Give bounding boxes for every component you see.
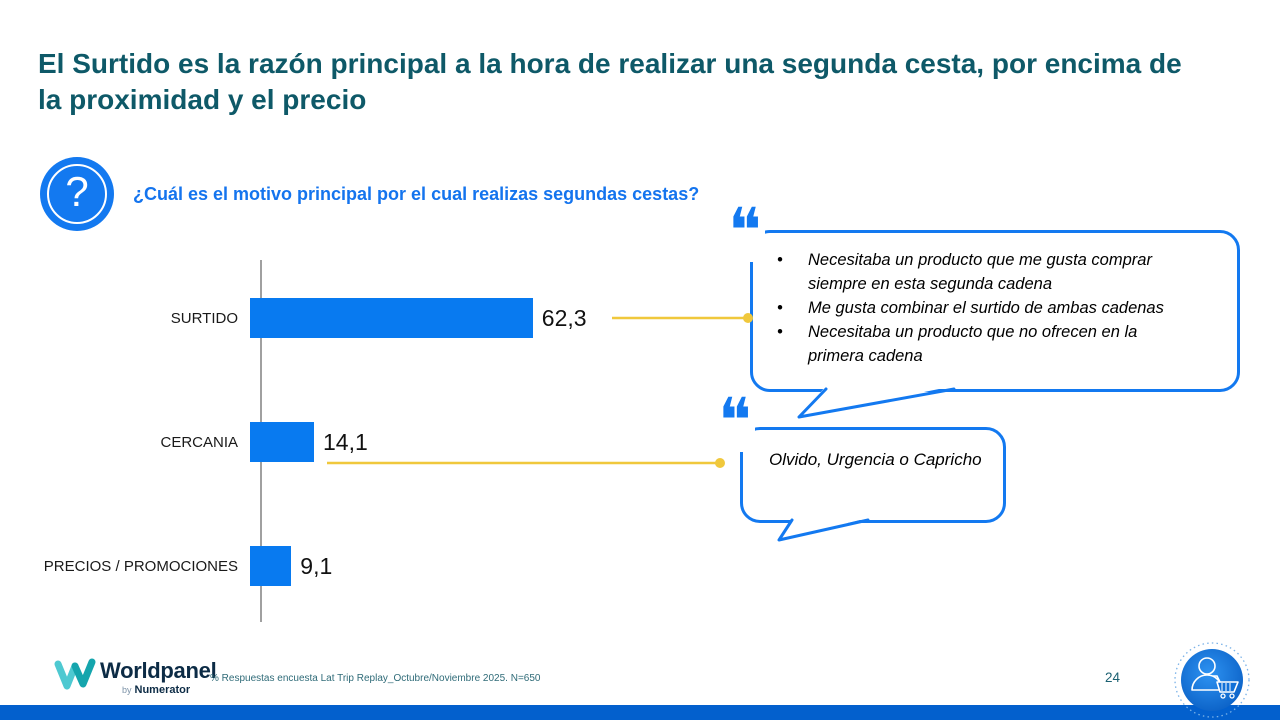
logo-sub-text: by Numerator xyxy=(122,684,190,696)
quote-icon: ❝ xyxy=(714,390,756,452)
callout-surtido: Necesitaba un producto que me gusta comp… xyxy=(750,230,1240,392)
quote-icon: ❝ xyxy=(724,200,766,262)
callout-bullet-list: Necesitaba un producto que me gusta comp… xyxy=(775,248,1219,368)
bullet-item: Necesitaba un producto que no ofrecen en… xyxy=(775,320,1170,368)
bar-row-cercania: CERCANIA 14,1 xyxy=(0,422,368,462)
bar-label: CERCANIA xyxy=(160,433,238,451)
bar xyxy=(250,298,533,338)
logo-by-text: by xyxy=(122,685,132,695)
bar-value: 14,1 xyxy=(323,428,368,455)
source-footnote: % Respuestas encuesta Lat Trip Replay_Oc… xyxy=(210,673,541,684)
logo-numerator-text: Numerator xyxy=(134,684,191,696)
bar-row-surtido: SURTIDO 62,3 xyxy=(0,298,587,338)
worldpanel-logo: Worldpanel by Numerator xyxy=(52,656,252,708)
connector-dot-cercania xyxy=(715,458,725,468)
question-icon: ? xyxy=(40,157,114,231)
bar-value: 9,1 xyxy=(300,552,333,579)
question-mark-glyph: ? xyxy=(65,168,89,215)
callout-tail-border xyxy=(777,518,870,542)
page-number: 24 xyxy=(1105,670,1121,685)
callout-text: Olvido, Urgencia o Capricho xyxy=(769,450,982,469)
bar-row-precios: PRECIOS / PROMOCIONES 9,1 xyxy=(0,546,332,586)
question-text: ¿Cuál es el motivo principal por el cual… xyxy=(133,184,700,204)
bullet-item: Me gusta combinar el surtido de ambas ca… xyxy=(775,296,1170,320)
bullet-item: Necesitaba un producto que me gusta comp… xyxy=(775,248,1170,296)
callout-cercania: Olvido, Urgencia o Capricho xyxy=(740,427,1006,523)
logo-w-icon xyxy=(54,658,96,690)
bar-value: 62,3 xyxy=(541,304,587,331)
shopper-cart-icon xyxy=(1174,642,1250,718)
question-icon-ring xyxy=(47,164,107,224)
page-title: El Surtido es la razón principal a la ho… xyxy=(38,48,1182,116)
bar-label: SURTIDO xyxy=(170,309,238,327)
callout-tail-border xyxy=(797,387,956,419)
bottom-accent-bar xyxy=(0,705,1280,720)
bar xyxy=(250,546,292,586)
bar xyxy=(250,422,314,462)
logo-brand-text: Worldpanel xyxy=(100,658,217,683)
bar-label: PRECIOS / PROMOCIONES xyxy=(43,557,238,575)
